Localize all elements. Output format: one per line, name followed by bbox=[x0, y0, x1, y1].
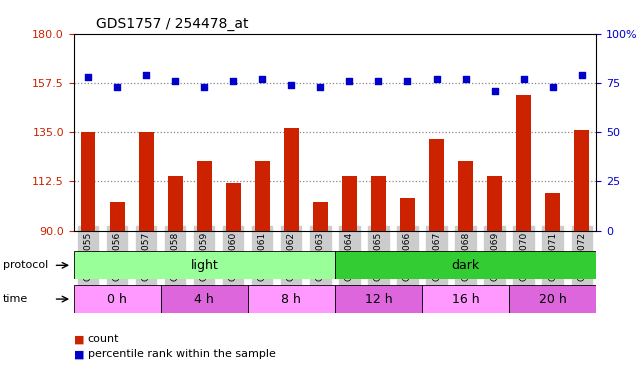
Bar bbox=[342, 176, 356, 231]
Point bbox=[490, 88, 500, 94]
Point bbox=[170, 78, 180, 84]
Text: time: time bbox=[3, 294, 28, 304]
Bar bbox=[335, 285, 422, 313]
Bar bbox=[509, 285, 596, 313]
Bar bbox=[168, 176, 183, 231]
Bar bbox=[74, 285, 161, 313]
Text: 20 h: 20 h bbox=[538, 292, 567, 306]
Text: 4 h: 4 h bbox=[194, 292, 214, 306]
Bar bbox=[197, 160, 212, 231]
Point bbox=[576, 72, 587, 78]
Text: 8 h: 8 h bbox=[281, 292, 301, 306]
Text: dark: dark bbox=[451, 259, 479, 272]
Bar bbox=[74, 251, 335, 279]
Point bbox=[257, 76, 267, 82]
Bar bbox=[335, 251, 596, 279]
Point bbox=[199, 84, 210, 90]
Point bbox=[403, 78, 413, 84]
Bar bbox=[487, 176, 502, 231]
Bar bbox=[81, 132, 96, 231]
Text: light: light bbox=[190, 259, 218, 272]
Point bbox=[547, 84, 558, 90]
Point bbox=[112, 84, 122, 90]
Bar bbox=[574, 130, 589, 231]
Point bbox=[431, 76, 442, 82]
Bar bbox=[161, 285, 248, 313]
Point bbox=[460, 76, 470, 82]
Bar bbox=[255, 160, 270, 231]
Text: GDS1757 / 254478_at: GDS1757 / 254478_at bbox=[96, 17, 249, 31]
Bar bbox=[545, 194, 560, 231]
Text: percentile rank within the sample: percentile rank within the sample bbox=[88, 350, 276, 359]
Point bbox=[83, 74, 94, 80]
Bar bbox=[313, 202, 328, 231]
Bar bbox=[516, 95, 531, 231]
Text: ■: ■ bbox=[74, 350, 84, 359]
Point bbox=[287, 82, 297, 88]
Point bbox=[228, 78, 238, 84]
Bar bbox=[371, 176, 386, 231]
Text: ■: ■ bbox=[74, 334, 84, 344]
Text: 0 h: 0 h bbox=[107, 292, 127, 306]
Point bbox=[315, 84, 326, 90]
Bar bbox=[429, 139, 444, 231]
Text: 16 h: 16 h bbox=[452, 292, 479, 306]
Bar bbox=[400, 198, 415, 231]
Text: protocol: protocol bbox=[3, 260, 49, 270]
Bar bbox=[110, 202, 124, 231]
Point bbox=[344, 78, 354, 84]
Bar bbox=[458, 160, 473, 231]
Bar bbox=[248, 285, 335, 313]
Bar bbox=[422, 285, 509, 313]
Bar bbox=[226, 183, 240, 231]
Bar bbox=[284, 128, 299, 231]
Bar bbox=[139, 132, 154, 231]
Point bbox=[519, 76, 529, 82]
Text: 12 h: 12 h bbox=[365, 292, 392, 306]
Point bbox=[141, 72, 151, 78]
Point bbox=[373, 78, 383, 84]
Text: count: count bbox=[88, 334, 119, 344]
